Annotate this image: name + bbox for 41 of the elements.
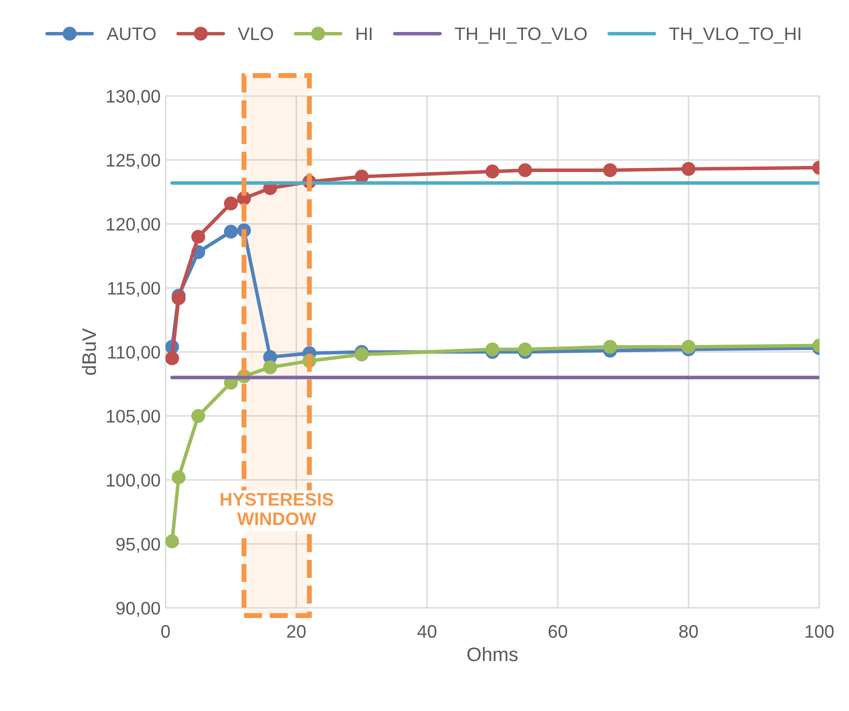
- x-tick-label: 80: [679, 625, 698, 638]
- legend-label: AUTO: [106, 27, 156, 40]
- point: [191, 408, 206, 423]
- point: [166, 351, 180, 366]
- point: [166, 534, 180, 548]
- legend-label: HI: [356, 28, 372, 40]
- point: [485, 342, 500, 356]
- point: [224, 196, 238, 210]
- band-label: HYSTERESIS WINDOW: [220, 492, 334, 526]
- y-tick-label: 130,00: [106, 90, 160, 105]
- legend-label: TH_HI_TO_VLO: [454, 27, 587, 44]
- x-tick-label: 0: [161, 625, 170, 638]
- legend-label: TH_VLO_TO_HI: [669, 27, 800, 44]
- y-tick-label: 120,00: [106, 218, 160, 233]
- x-tick-label: 60: [548, 625, 568, 638]
- y-tick-label: 110,00: [108, 346, 160, 361]
- point: [518, 342, 532, 356]
- point: [172, 470, 186, 484]
- point: [263, 360, 278, 374]
- y-tick-label: 90,00: [116, 602, 160, 617]
- point: [485, 164, 500, 178]
- point: [224, 224, 238, 239]
- y-tick-label: 125,00: [106, 154, 160, 169]
- point: [354, 348, 369, 362]
- point: [172, 291, 186, 306]
- x-axis-title: Ohms: [467, 646, 518, 662]
- point: [191, 230, 206, 244]
- point: [603, 340, 618, 354]
- legend-label: VLO: [238, 27, 274, 40]
- point: [682, 162, 696, 176]
- x-tick-label: 20: [287, 625, 306, 638]
- y-tick-label: 115,00: [108, 282, 160, 297]
- point: [518, 163, 532, 178]
- x-tick-label: 40: [417, 625, 436, 638]
- y-axis-title: dBuV: [82, 328, 96, 375]
- y-tick-label: 95,00: [116, 538, 160, 553]
- point: [682, 340, 696, 354]
- point: [603, 163, 618, 178]
- y-tick-label: 105,00: [106, 410, 160, 425]
- x-tick-label: 100: [806, 625, 834, 638]
- y-tick-label: 100,00: [106, 474, 160, 489]
